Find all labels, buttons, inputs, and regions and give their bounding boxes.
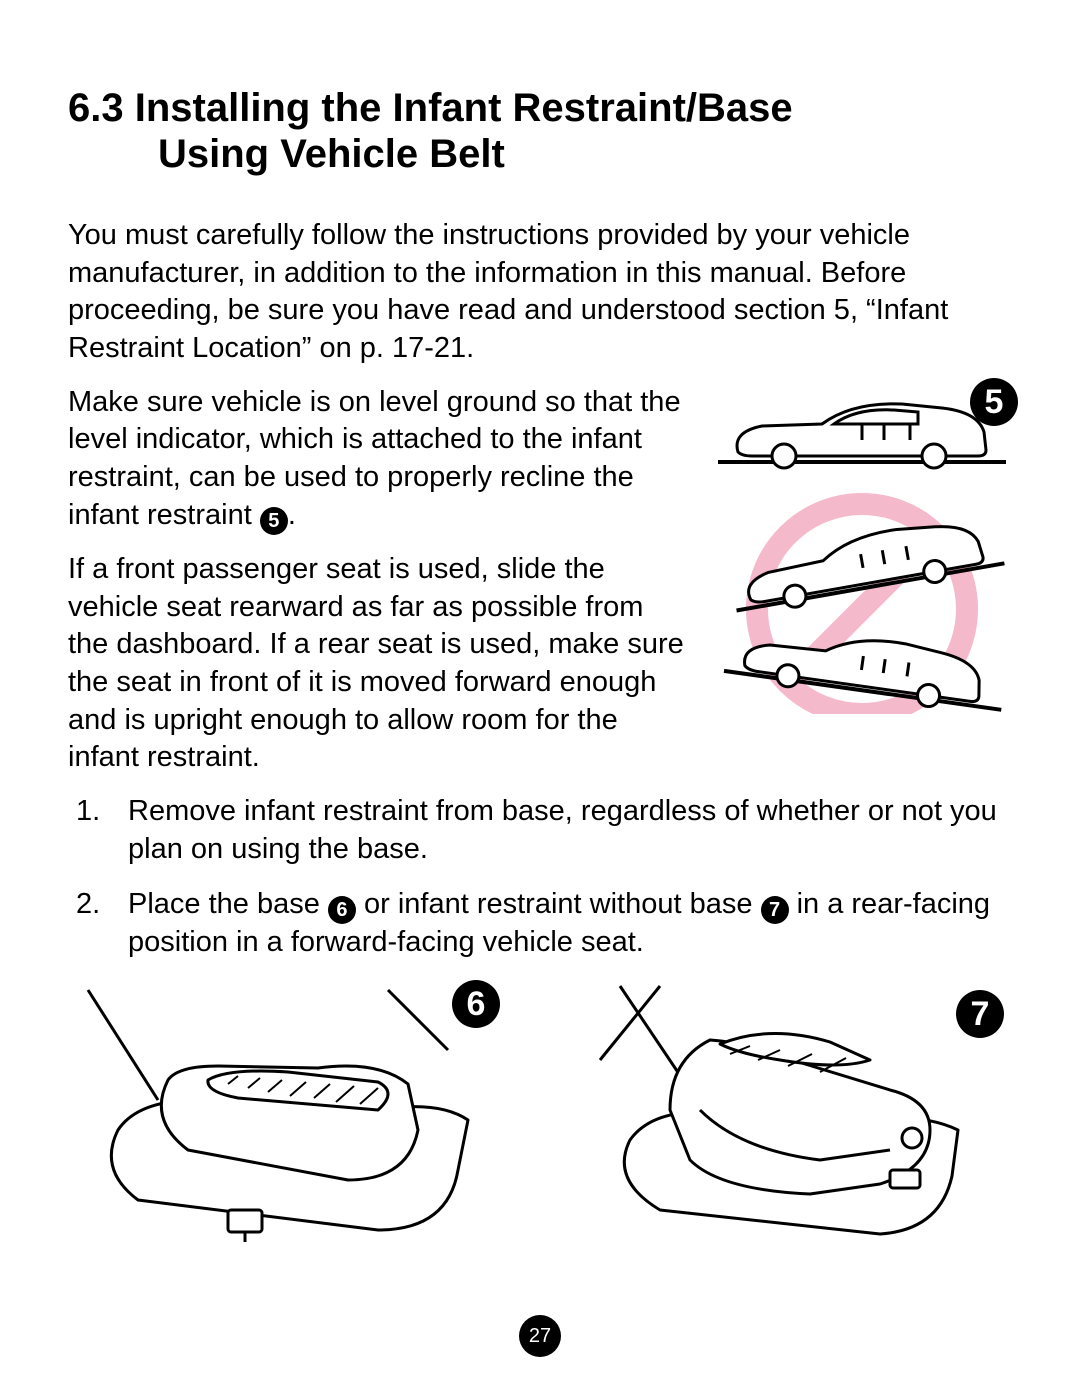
section-title-line1: Installing the Infant Restraint/Base — [135, 86, 793, 130]
steps-list: Remove infant restraint from base, regar… — [68, 793, 1012, 962]
front-seat-paragraph: If a front passenger seat is used, slide… — [68, 551, 688, 777]
page-number-badge: 27 — [519, 1315, 561, 1357]
marker-6-figure: 6 — [452, 980, 500, 1028]
figure-5-svg — [712, 384, 1012, 714]
marker-6-inline: 6 — [328, 896, 356, 924]
figure-7-svg — [560, 980, 990, 1250]
level-ground-pre: Make sure vehicle is on level ground so … — [68, 386, 681, 531]
step-2-mid: or infant restraint without base — [356, 888, 761, 920]
step-1: Remove infant restraint from base, regar… — [68, 793, 1012, 868]
section-number: 6.3 — [68, 86, 124, 130]
section-title-line2: Using Vehicle Belt — [68, 132, 505, 176]
step-2: Place the base 6 or infant restraint wit… — [68, 886, 1012, 962]
bottom-figures-row: 6 7 — [68, 980, 1012, 1250]
level-ground-paragraph: Make sure vehicle is on level ground so … — [68, 384, 688, 535]
level-ground-textcol: Make sure vehicle is on level ground so … — [68, 384, 688, 777]
level-ground-row: Make sure vehicle is on level ground so … — [68, 384, 1012, 777]
level-ground-post: . — [288, 499, 296, 531]
figure-7-container: 7 — [560, 980, 1012, 1250]
marker-7-inline: 7 — [761, 896, 789, 924]
step-2-pre: Place the base — [128, 888, 328, 920]
section-heading: 6.3 Installing the Infant Restraint/Base… — [68, 85, 1012, 177]
intro-paragraph: You must carefully follow the instructio… — [68, 217, 1012, 368]
marker-5-inline: 5 — [260, 507, 288, 535]
marker-7-figure: 7 — [956, 990, 1004, 1038]
figure-5-container: 5 — [712, 384, 1012, 777]
marker-5-figure: 5 — [970, 378, 1018, 426]
figure-6-container: 6 — [78, 980, 530, 1250]
figure-6-svg — [78, 980, 508, 1250]
